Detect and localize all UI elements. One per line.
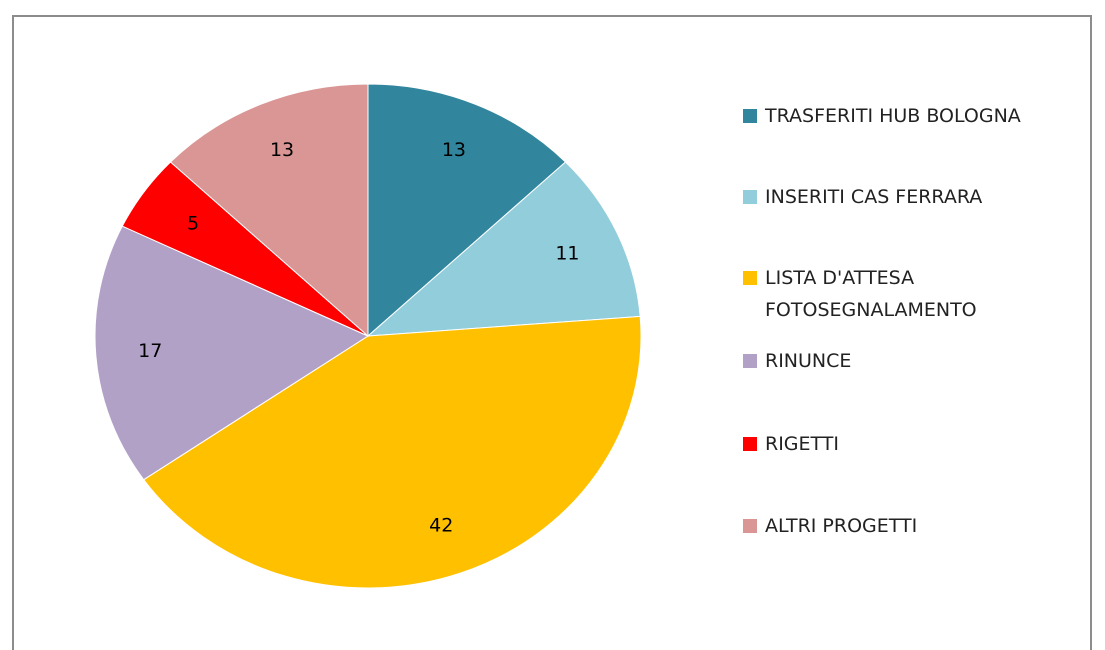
pie-slice bbox=[366, 161, 641, 337]
legend-label: ALTRI PROGETTI bbox=[765, 515, 918, 537]
legend-swatch bbox=[743, 519, 757, 533]
legend-swatch bbox=[743, 190, 757, 204]
data-label: 13 bbox=[442, 139, 466, 161]
legend-label: RIGETTI bbox=[765, 433, 840, 455]
legend-item: RIGETTI bbox=[743, 428, 1093, 460]
pie-slice bbox=[94, 225, 370, 481]
chart-frame bbox=[12, 15, 1092, 650]
legend-item: TRASFERITI HUB BOLOGNA bbox=[743, 100, 1093, 132]
pie-slice bbox=[169, 83, 369, 338]
legend-swatch bbox=[743, 354, 757, 368]
data-label: 5 bbox=[187, 212, 199, 234]
data-label: 13 bbox=[270, 139, 294, 161]
legend-label: RINUNCE bbox=[765, 350, 852, 372]
legend-item: ALTRI PROGETTI bbox=[743, 510, 1093, 542]
legend-label: INSERITI CAS FERRARA bbox=[765, 186, 983, 208]
legend-item: RINUNCE bbox=[743, 345, 1093, 377]
legend-item: LISTA D'ATTESA FOTOSEGNALAMENTO bbox=[743, 262, 1093, 326]
pie-slice bbox=[142, 315, 642, 589]
legend-item: INSERITI CAS FERRARA bbox=[743, 181, 1093, 213]
legend-swatch bbox=[743, 271, 757, 285]
legend-label: LISTA D'ATTESA FOTOSEGNALAMENTO bbox=[765, 267, 977, 321]
legend-swatch bbox=[743, 109, 757, 123]
legend-swatch bbox=[743, 437, 757, 451]
legend-label: TRASFERITI HUB BOLOGNA bbox=[765, 105, 1021, 127]
data-label: 11 bbox=[555, 242, 579, 264]
data-label: 17 bbox=[138, 340, 162, 362]
data-label: 42 bbox=[429, 514, 453, 536]
pie-slice bbox=[367, 83, 567, 338]
